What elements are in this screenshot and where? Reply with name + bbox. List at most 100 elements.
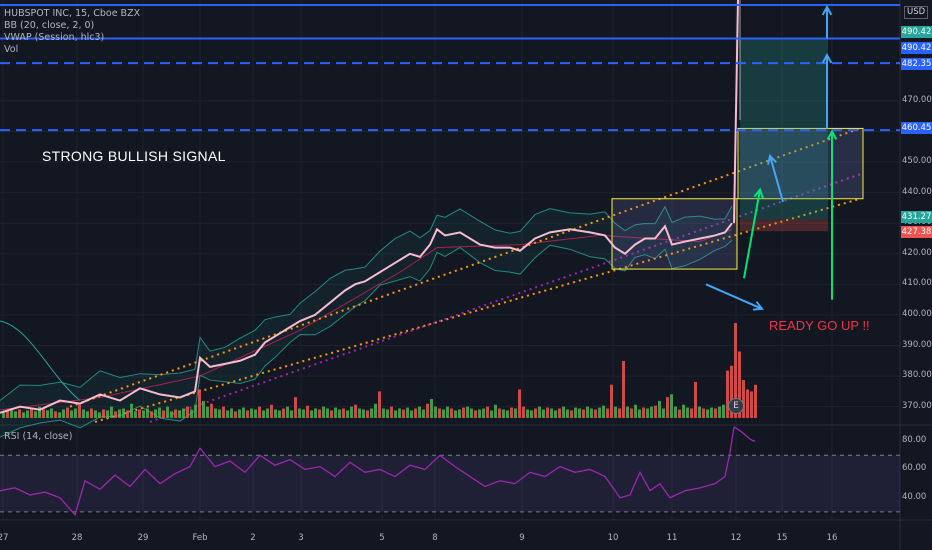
volume-bar: [506, 410, 509, 418]
volume-bar: [566, 409, 569, 418]
volume-bar: [470, 408, 473, 418]
vol-legend[interactable]: Vol: [4, 44, 19, 55]
volume-bar: [298, 408, 301, 418]
volume-bar: [302, 409, 305, 418]
volume-bar: [230, 408, 233, 418]
volume-bar: [182, 408, 185, 418]
date-tick: 12: [730, 533, 742, 543]
volume-bar: [398, 408, 401, 418]
volume-bar: [42, 409, 45, 418]
volume-bar: [454, 410, 457, 418]
volume-bar: [570, 410, 573, 418]
volume-bar: [586, 406, 589, 418]
annotation-arrows: [705, 4, 838, 311]
volume-bar: [386, 409, 389, 418]
date-tick: 9: [519, 533, 525, 543]
volume-bar: [166, 406, 169, 418]
volume-bar: [518, 389, 521, 418]
volume-bar: [738, 351, 741, 418]
volume-bar: [250, 408, 253, 418]
volume-bar: [146, 408, 149, 418]
blue-arrow-2-head: [821, 52, 833, 64]
volume-bar: [606, 408, 609, 418]
volume-bar: [430, 399, 433, 418]
volume-bar: [106, 410, 109, 418]
volume-bar: [114, 411, 117, 418]
rsi-legend[interactable]: RSI (14, close): [4, 431, 73, 442]
green-arrow-1: [743, 189, 761, 279]
volume-bar: [374, 403, 377, 418]
rsi-pane: [0, 426, 900, 517]
volume-bar: [26, 410, 29, 418]
bb-legend[interactable]: BB (20, close, 2, 0): [4, 20, 95, 31]
volume-bar: [262, 410, 265, 418]
price-tick: 470.00: [902, 94, 932, 105]
volume-bar: [74, 408, 77, 418]
earnings-badge[interactable]: E: [728, 398, 744, 414]
volume-bar: [122, 408, 125, 418]
volume-bar: [410, 410, 413, 418]
volume-bar: [630, 408, 633, 418]
rsi-tick: 80.00: [902, 435, 927, 446]
volume-bar: [578, 408, 581, 418]
volume-bar: [590, 408, 593, 418]
volume-bar: [754, 384, 757, 418]
trend-lower: [94, 197, 861, 423]
volume-bar: [90, 408, 93, 418]
volume-bar: [78, 404, 81, 418]
volume-bar: [290, 410, 293, 418]
volume-bar: [422, 409, 425, 418]
price-spike: [733, 0, 739, 224]
blue-arrow-4-head: [752, 301, 764, 311]
volume-bar: [554, 410, 557, 418]
price-tick: 390.00: [902, 339, 932, 350]
volume-bar: [314, 408, 317, 418]
volume-bar: [634, 404, 637, 418]
volume-bar: [514, 408, 517, 418]
volume-bar: [602, 405, 605, 418]
volume-bar: [742, 380, 745, 418]
blue-arrow-1: [769, 155, 784, 203]
date-tick: 11: [666, 533, 678, 543]
symbol-title[interactable]: HUBSPOT INC, 15, Cboe BZX: [4, 8, 141, 19]
price-label: 431.27: [901, 211, 932, 223]
volume-bar: [210, 403, 213, 418]
volume-bar: [242, 407, 245, 418]
volume-bar: [30, 408, 33, 418]
currency-badge[interactable]: USD: [904, 6, 929, 19]
volume-bar: [710, 407, 713, 418]
date-tick: 10: [607, 533, 619, 543]
volume-bar: [690, 408, 693, 418]
strong-bullish-annotation: STRONG BULLISH SIGNAL: [42, 148, 226, 164]
volume-bar: [58, 412, 61, 418]
date-tick: 15: [776, 533, 788, 543]
annotation-boxes: [611, 38, 864, 270]
volume-bar: [118, 409, 121, 418]
volume-bar: [658, 400, 661, 418]
volume-bar: [234, 411, 237, 418]
volume-bar: [462, 407, 465, 418]
volume-bar: [366, 410, 369, 418]
volume-bar: [46, 410, 49, 418]
volume-bar: [346, 410, 349, 418]
rsi-tick: 60.00: [902, 463, 927, 474]
rsi-tick: 40.00: [902, 491, 927, 502]
volume-bar: [18, 409, 21, 418]
consolidation-box: [611, 198, 738, 270]
volume-bar: [154, 409, 157, 418]
volume-bar: [526, 409, 529, 418]
volume-bar: [226, 410, 229, 418]
volume-bar: [134, 411, 137, 418]
volume-bar: [530, 410, 533, 418]
vwap-legend[interactable]: VWAP (Session, hlc3): [4, 32, 105, 43]
volume-bar: [338, 409, 341, 418]
volume-bar: [214, 408, 217, 418]
volume-bar: [542, 409, 545, 418]
volume-bar: [618, 408, 621, 418]
price-tick: 450.00: [902, 156, 932, 167]
volume-bar: [266, 408, 269, 418]
volume-bar: [2, 412, 5, 418]
volume-bar: [678, 409, 681, 418]
volume-bar: [322, 406, 325, 418]
